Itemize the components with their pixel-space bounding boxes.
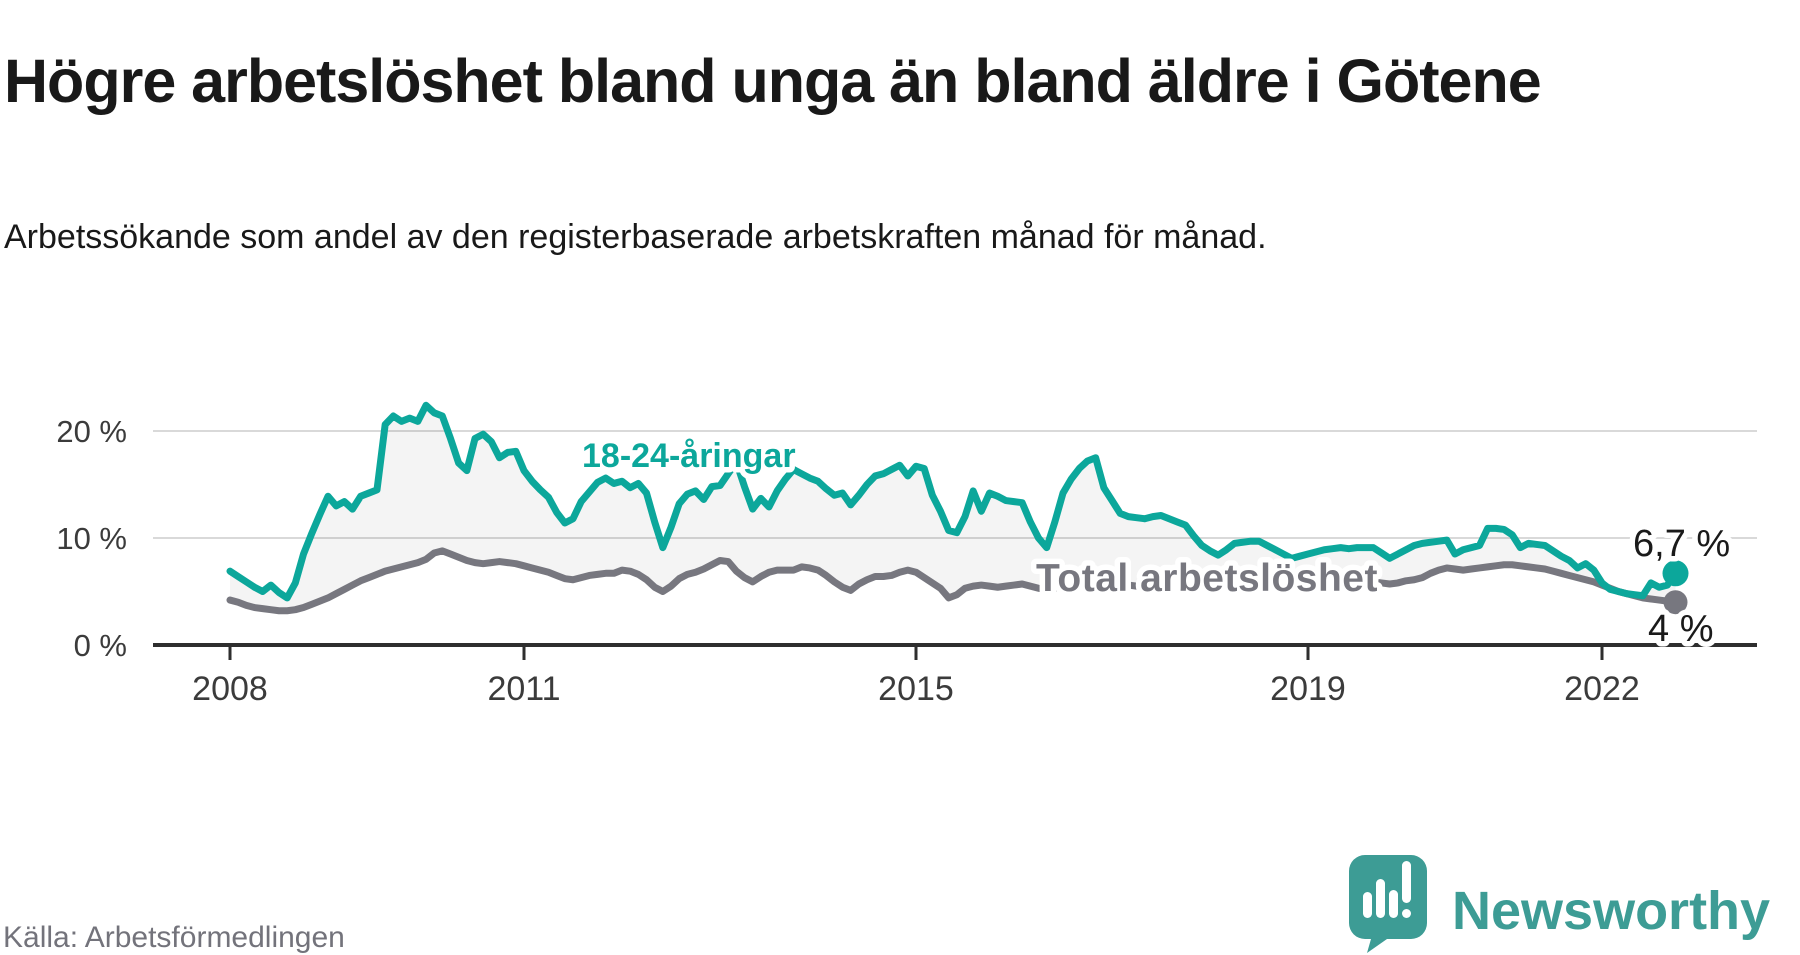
page-title: Högre arbetslöshet bland unga än bland ä… xyxy=(4,46,1542,115)
y-tick-0: 0 % xyxy=(74,628,127,663)
gap-band xyxy=(230,405,1676,611)
x-tick-2015: 2015 xyxy=(878,670,954,708)
end-label-young: 6,7 % xyxy=(1633,523,1730,565)
newsworthy-bars-icon xyxy=(1349,855,1427,953)
chart-subtitle: Arbetssökande som andel av den registerb… xyxy=(4,218,1267,256)
end-dot-total xyxy=(1663,590,1688,615)
series-label-total: Total arbetslöshet xyxy=(1036,557,1378,600)
y-tick-10: 10 % xyxy=(56,521,127,556)
x-tick-2022: 2022 xyxy=(1564,670,1640,708)
logo-bubble xyxy=(1349,855,1427,953)
line-Total arbetslöshet xyxy=(226,547,1679,615)
source-note: Källa: Arbetsförmedlingen xyxy=(3,921,345,954)
y-tick-20: 20 % xyxy=(56,414,127,449)
x-axis xyxy=(153,643,1757,660)
gridlines xyxy=(153,430,1757,539)
end-label-total: 4 % xyxy=(1648,608,1713,650)
x-tick-2008: 2008 xyxy=(192,670,268,708)
series-end-dots xyxy=(1662,560,1689,615)
end-dot-young xyxy=(1662,560,1689,587)
series-label-young: 18-24-åringar xyxy=(582,437,796,475)
series-lines xyxy=(226,401,1679,615)
brand-name: Newsworthy xyxy=(1452,881,1771,941)
line-18-24-åringar xyxy=(226,401,1679,602)
x-tick-2011: 2011 xyxy=(487,670,560,708)
x-tick-2019: 2019 xyxy=(1270,670,1346,708)
area-between-series xyxy=(230,405,1676,611)
